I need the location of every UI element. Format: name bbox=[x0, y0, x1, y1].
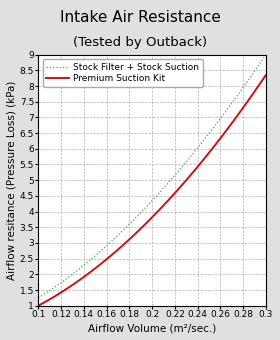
Premium Suction Kit bbox=[37, 303, 41, 307]
Stock Filter + Stock Suction bbox=[176, 170, 179, 174]
Text: (Tested by Outback): (Tested by Outback) bbox=[73, 36, 207, 49]
Line: Premium Suction Kit: Premium Suction Kit bbox=[38, 75, 266, 306]
Y-axis label: Airflow resitance (Pressure Loss) (kPa): Airflow resitance (Pressure Loss) (kPa) bbox=[7, 81, 17, 280]
Premium Suction Kit bbox=[37, 304, 40, 308]
X-axis label: Airflow Volume (m²/sec.): Airflow Volume (m²/sec.) bbox=[88, 323, 216, 333]
Stock Filter + Stock Suction bbox=[228, 104, 232, 108]
Legend: Stock Filter + Stock Suction, Premium Suction Kit: Stock Filter + Stock Suction, Premium Su… bbox=[43, 59, 203, 87]
Line: Stock Filter + Stock Suction: Stock Filter + Stock Suction bbox=[38, 55, 266, 298]
Premium Suction Kit bbox=[172, 192, 176, 197]
Text: Intake Air Resistance: Intake Air Resistance bbox=[60, 10, 220, 25]
Stock Filter + Stock Suction bbox=[171, 175, 175, 180]
Stock Filter + Stock Suction bbox=[37, 296, 40, 300]
Premium Suction Kit bbox=[264, 73, 268, 77]
Stock Filter + Stock Suction bbox=[264, 53, 268, 57]
Premium Suction Kit bbox=[243, 104, 246, 108]
Stock Filter + Stock Suction bbox=[172, 174, 176, 179]
Premium Suction Kit bbox=[171, 193, 175, 197]
Stock Filter + Stock Suction bbox=[243, 84, 246, 88]
Stock Filter + Stock Suction bbox=[37, 295, 41, 300]
Premium Suction Kit bbox=[176, 188, 179, 192]
Premium Suction Kit bbox=[228, 123, 232, 128]
